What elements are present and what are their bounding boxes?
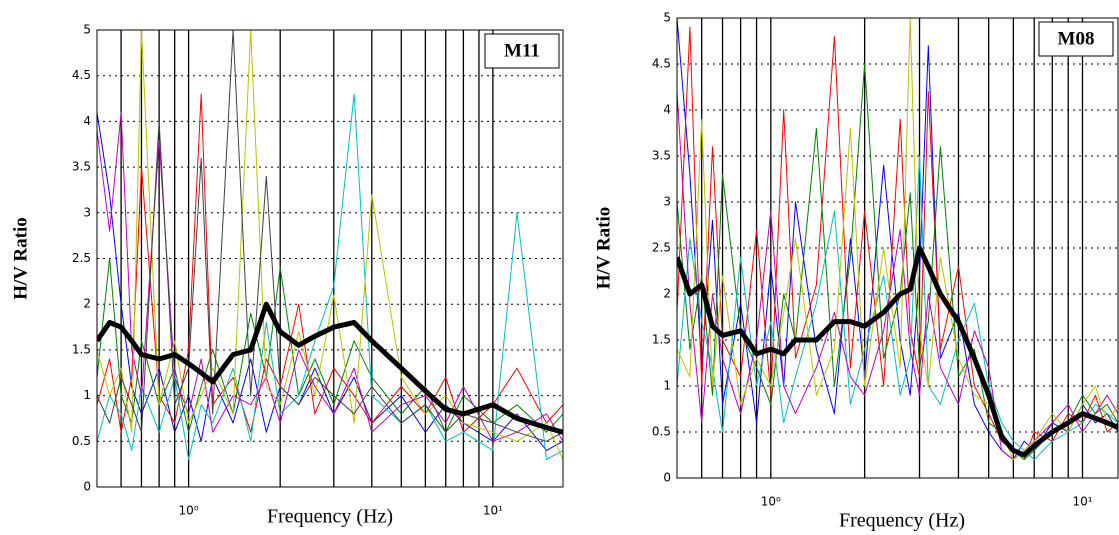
plot-frame: [96, 29, 564, 488]
y-tick-label: 3: [663, 195, 671, 209]
series-group: [97, 30, 563, 461]
y-tick-label: 0.5: [72, 434, 91, 448]
y-axis-label: H/V Ratio: [593, 207, 614, 290]
x-tick-label: 10¹: [1072, 495, 1092, 509]
y-tick-label: 0: [663, 471, 671, 485]
y-tick-label: 5: [663, 11, 671, 25]
plot-frame: [676, 17, 1119, 479]
y-tick-label: 2.5: [72, 251, 91, 265]
y-tick-label: 4.5: [72, 68, 91, 82]
series-line: [97, 93, 563, 461]
y-tick-label: 1: [83, 388, 91, 402]
series-line: [677, 18, 1118, 461]
y-tick-label: 4: [83, 114, 91, 128]
y-axis-label: H/V Ratio: [10, 217, 31, 300]
y-tick-label: 1: [663, 379, 671, 393]
y-tick-label: 3.5: [72, 160, 91, 174]
panel-label: M11: [504, 40, 540, 61]
y-tick-label: 3: [83, 205, 91, 219]
series-line: [97, 258, 563, 433]
series-line: [97, 111, 563, 442]
y-tick-label: 2.5: [652, 241, 671, 255]
y-tick-label: 1.5: [72, 342, 91, 356]
y-tick-label: 3.5: [652, 149, 671, 163]
x-axis-label: Frequency (Hz): [267, 506, 393, 528]
series-line: [677, 155, 1118, 461]
x-tick-label: 10⁰: [761, 495, 781, 509]
x-axis-label: Frequency (Hz): [839, 510, 965, 532]
y-tick-label: 0.5: [652, 425, 671, 439]
y-tick-label: 2: [663, 287, 671, 301]
annotation-box: [484, 33, 560, 69]
annotation-box: [1038, 21, 1114, 57]
subplot: 0 0.5 1 1.5 2 2.5 3 3.5 4 4.5 5 10⁰ 10¹ Frequency (Hz…: [10, 23, 564, 528]
x-tick-label: 10¹: [483, 504, 503, 518]
mean-line: [97, 301, 563, 435]
series-group: [677, 18, 1118, 461]
y-tick-label: 4: [663, 103, 671, 117]
y-tick-label: 4.5: [652, 57, 671, 71]
x-tick-label: 10⁰: [179, 504, 199, 518]
series-line: [97, 30, 563, 442]
y-tick-label: 1.5: [652, 333, 671, 347]
subplot: 0 0.5 1 1.5 2 2.5 3 3.5 4 4.5 5 10⁰ 10¹ Frequency (Hz…: [593, 11, 1119, 532]
y-tick-label: 2: [83, 297, 91, 311]
y-tick-label: 0: [83, 480, 91, 494]
y-tick-label: 5: [83, 23, 91, 37]
panel-label: M08: [1058, 28, 1095, 49]
mean-line: [677, 245, 1118, 458]
